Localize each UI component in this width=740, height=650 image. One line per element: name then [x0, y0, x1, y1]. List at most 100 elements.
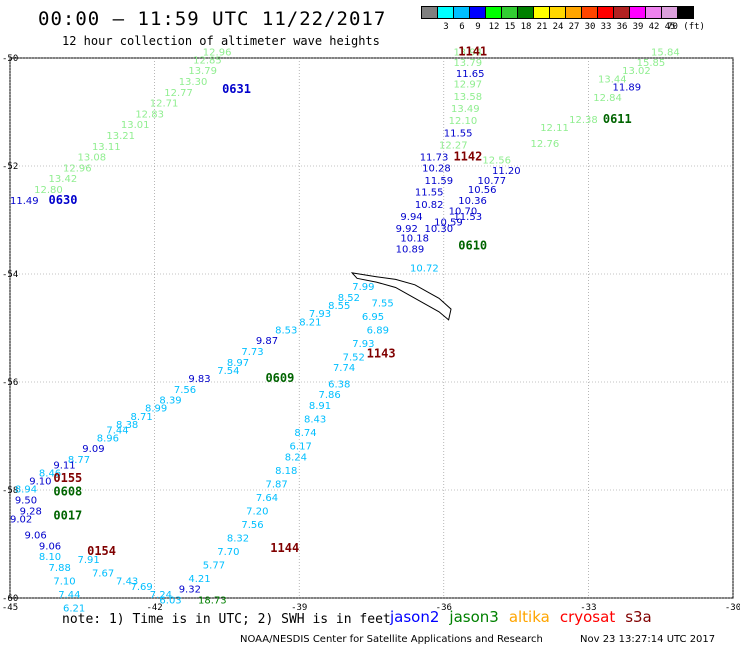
wave-height-label: 6.38: [328, 379, 350, 390]
track-time-label: 0630: [49, 193, 78, 207]
wave-height-label: 7.64: [256, 493, 278, 504]
wave-height-label: 12.84: [593, 93, 622, 104]
wave-height-label: 10.18: [400, 234, 429, 245]
wave-height-label: 7.73: [241, 347, 263, 358]
wave-height-label: 13.30: [179, 77, 208, 88]
wave-height-label: 4.21: [188, 574, 210, 585]
wave-height-label: 7.24: [150, 590, 172, 601]
wave-height-label: 7.44: [58, 590, 80, 601]
colorbar-label: 36: [616, 22, 628, 32]
wave-height-label: 8.94: [15, 485, 37, 496]
note-text: note: 1) Time is in UTC; 2) SWH is in fe…: [62, 612, 391, 627]
wave-height-label: 8.74: [294, 428, 316, 439]
legend-item-jason2: jason2: [390, 608, 440, 626]
wave-height-label: 8.10: [39, 552, 61, 563]
wave-height-label: 11.55: [444, 128, 473, 139]
wave-height-label: 10.77: [478, 176, 507, 187]
wave-height-label: 6.17: [290, 442, 312, 453]
wave-height-label: 12.85: [193, 55, 222, 66]
wave-height-label: 7.20: [246, 506, 268, 517]
wave-height-label: 15.84: [651, 47, 680, 58]
wave-height-label: 7.69: [131, 582, 153, 593]
island-outline: [350, 272, 452, 321]
x-tick-label: -30: [725, 603, 740, 613]
track-time-label: 0154: [87, 544, 116, 558]
wave-height-label: 12.76: [531, 139, 560, 150]
wave-height-label: 9.10: [29, 477, 51, 488]
wave-height-label: 12.80: [34, 185, 63, 196]
colorbar: [421, 6, 694, 19]
colorbar-label: 9: [475, 22, 481, 32]
wave-height-label: 11.20: [492, 166, 521, 177]
wave-height-label: 12.38: [569, 115, 598, 126]
x-tick-label: -42: [146, 603, 162, 613]
wave-height-label: 12.10: [449, 116, 478, 127]
colorbar-label: 27: [568, 22, 580, 32]
wave-height-label: 8.18: [275, 466, 297, 477]
wave-height-label: 8.97: [227, 358, 249, 369]
wave-height-label: 13.44: [598, 74, 627, 85]
colorbar-label: 39: [632, 22, 644, 32]
x-tick-label: -33: [580, 603, 596, 613]
x-tick-label: -36: [436, 603, 452, 613]
wave-height-label: 9.92: [396, 224, 418, 235]
wave-height-label: 9.94: [400, 212, 422, 223]
wave-height-label: 7.55: [372, 298, 394, 309]
y-tick-label: -50: [2, 54, 18, 64]
wave-height-label: 12.96: [63, 163, 92, 174]
wave-height-label: 12.11: [540, 123, 569, 134]
wave-height-label: 5.77: [203, 560, 225, 571]
wave-height-label: 13.01: [121, 120, 150, 131]
wave-height-label: 15.85: [637, 58, 666, 69]
wave-height-label: 8.32: [227, 533, 249, 544]
wave-height-label: 12.71: [150, 99, 179, 110]
wave-height-label: 7.91: [77, 555, 99, 566]
wave-height-label: 11.59: [425, 176, 454, 187]
wave-height-label: 10.70: [449, 207, 478, 218]
wave-height-label: 13.94: [453, 47, 482, 58]
wave-height-label: 10.28: [422, 163, 451, 174]
wave-height-label: 11.55: [415, 188, 444, 199]
colorbar-label: 24: [552, 22, 564, 32]
wave-height-label: 6.95: [362, 312, 384, 323]
wave-height-label: 7.88: [49, 563, 71, 574]
wave-height-label: 10.36: [458, 196, 487, 207]
wave-height-label: 9.06: [39, 541, 61, 552]
colorbar-labels: 3 6 9 12 15 18 21 24 27 30 33 36 39 42 45 70 (ft): [422, 22, 740, 34]
satellite-legend: jason2 jason3 altika cryosat s3a: [390, 608, 662, 626]
wave-height-label: 10.59: [434, 217, 463, 228]
y-tick-label: -56: [2, 378, 18, 388]
wave-height-label: 11.73: [420, 153, 449, 164]
x-tick-label: -39: [291, 603, 307, 613]
colorbar-label: 3: [443, 22, 449, 32]
wave-height-label: 10.56: [468, 185, 497, 196]
wave-height-label: 8.21: [299, 317, 321, 328]
legend-item-s3a: s3a: [625, 608, 652, 626]
footer-timestamp: Nov 23 13:27:14 UTC 2017: [580, 634, 716, 645]
map-subtitle: 12 hour collection of altimeter wave hei…: [62, 34, 380, 48]
wave-height-label: 12.97: [453, 80, 482, 91]
wave-height-label: 12.56: [482, 155, 511, 166]
wave-height-label: 7.54: [217, 366, 239, 377]
wave-height-label: 8.77: [68, 455, 90, 466]
track-time-label: 0017: [53, 509, 82, 523]
wave-height-label: 7.87: [265, 479, 287, 490]
wave-height-label: 7.56: [174, 385, 196, 396]
wave-height-label: 12.83: [135, 109, 164, 120]
wave-height-label: 10.72: [410, 263, 439, 274]
wave-height-label: 8.55: [328, 301, 350, 312]
wave-height-label: 8.96: [97, 433, 119, 444]
colorbar-label: 15: [504, 22, 516, 32]
y-tick-label: -52: [2, 162, 18, 172]
wave-height-label: 8.46: [39, 469, 61, 480]
colorbar-label: 6: [459, 22, 465, 32]
wave-height-label: 7.93: [309, 309, 331, 320]
wave-height-label: 13.79: [188, 66, 217, 77]
wave-height-label: 8.91: [309, 401, 331, 412]
wave-height-label: 8.52: [338, 293, 360, 304]
wave-height-label: 8.43: [304, 415, 326, 426]
wave-height-label: 7.44: [106, 425, 128, 436]
colorbar-label: 42: [648, 22, 660, 32]
track-time-label: 0609: [265, 371, 294, 385]
